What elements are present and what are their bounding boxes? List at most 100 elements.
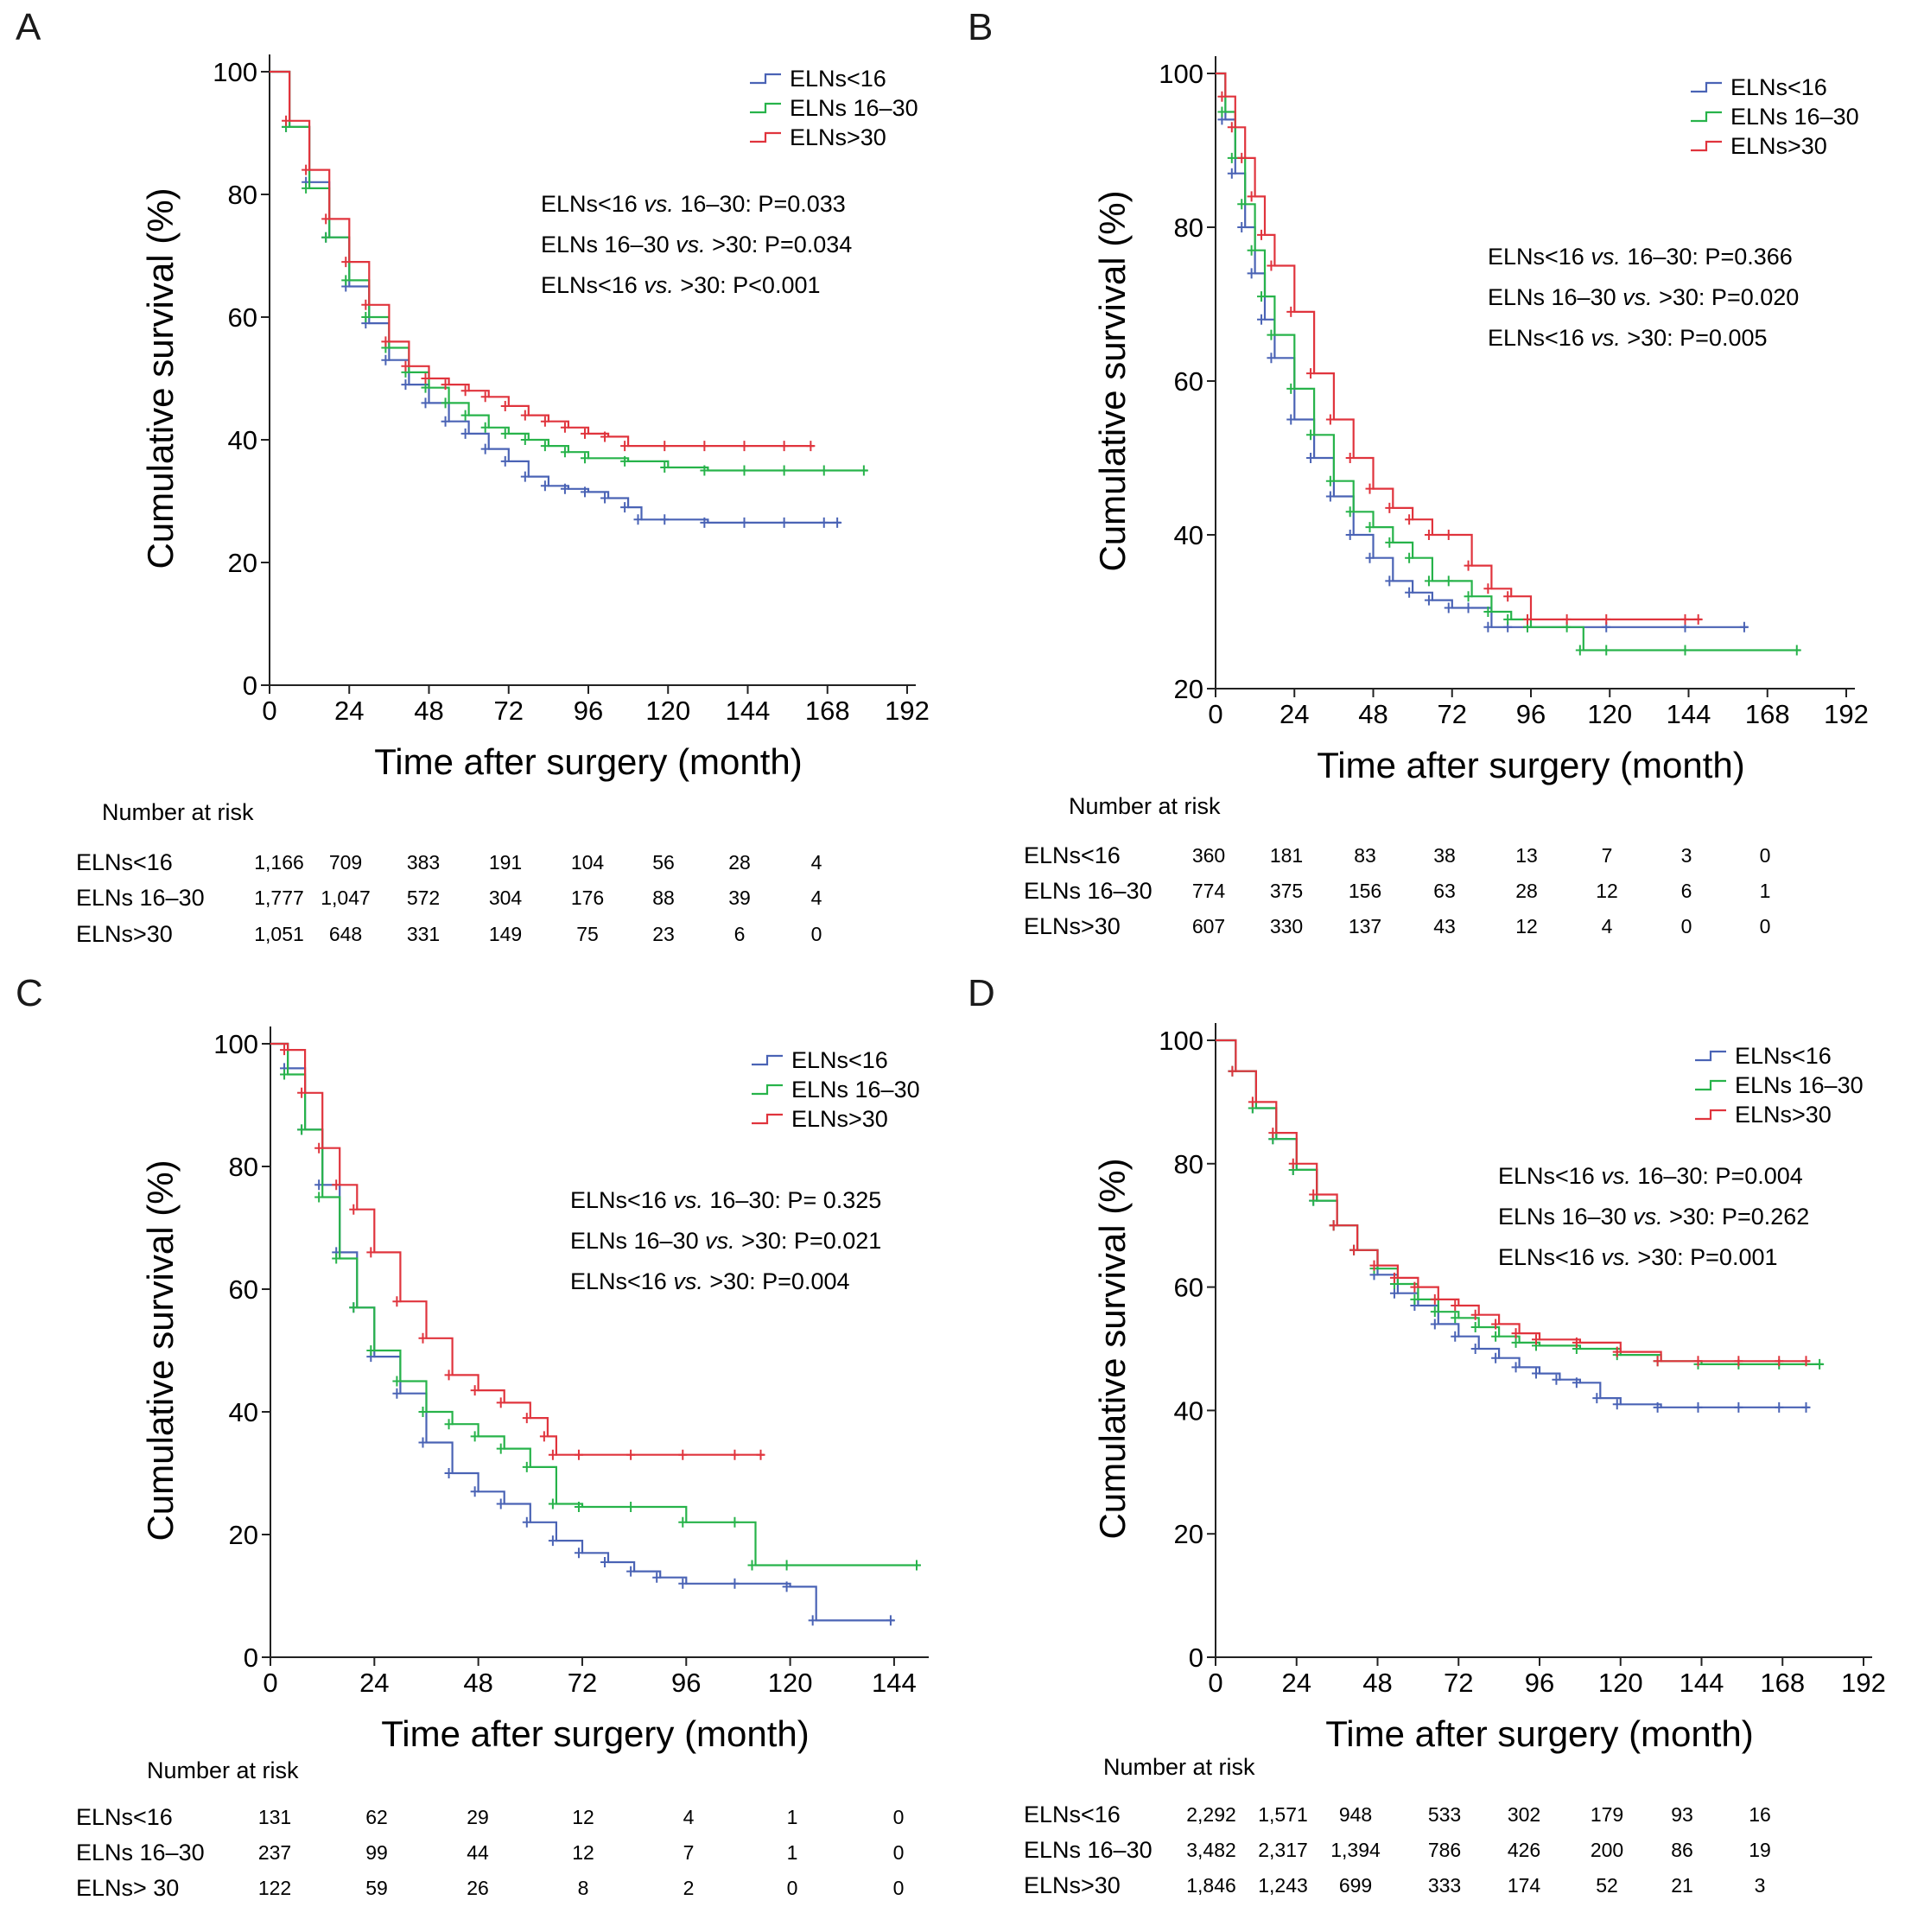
censor-mark — [626, 1566, 636, 1577]
panel-c: C 0 20 40 60 80 100 0 24 48 72 96 120 144 Cumulative s… — [0, 966, 952, 1932]
y-tick-label: 80 — [1174, 213, 1203, 243]
p-value-vs: vs. — [673, 1268, 703, 1294]
censor-mark — [444, 1468, 454, 1478]
censor-mark — [581, 486, 589, 498]
censor-mark — [1523, 613, 1532, 625]
censor-mark — [730, 1449, 740, 1460]
censor-mark — [341, 275, 351, 286]
risk-row-label: ELNs> 30 — [76, 1875, 179, 1901]
risk-cell: 774 — [1192, 880, 1226, 902]
panel-b: B 20 40 60 80 100 0 24 48 72 96 120 144 168 192 Cumulat… — [952, 0, 1904, 966]
p-value-vs: vs. — [673, 1187, 703, 1213]
risk-cell: 2,317 — [1258, 1839, 1308, 1861]
x-tick-label: 96 — [671, 1668, 701, 1698]
censor-mark — [1464, 591, 1473, 602]
p-value-part: >30: P=0.001 — [1631, 1244, 1778, 1270]
survival-curve-red — [1216, 72, 1702, 620]
censor-mark — [1491, 1352, 1501, 1363]
x-tick-label: 0 — [262, 696, 276, 726]
censor-mark — [540, 441, 549, 452]
x-tick-label: 72 — [1438, 699, 1467, 729]
risk-cell: 237 — [258, 1841, 291, 1864]
x-tick-label: 72 — [568, 1668, 597, 1698]
censor-mark — [1483, 621, 1493, 632]
censor-mark — [500, 455, 510, 467]
censor-mark — [548, 1449, 557, 1460]
y-axis-title: Cumulative survival (%) — [140, 1160, 181, 1541]
censor-mark — [1775, 1356, 1784, 1367]
p-value-part: >30: P<0.001 — [674, 272, 821, 298]
censor-mark — [1410, 1293, 1419, 1305]
legend-label: ELNs>30 — [1735, 1102, 1832, 1128]
risk-cell: 63 — [1433, 880, 1456, 902]
y-tick-label: 60 — [229, 1274, 258, 1305]
y-tick-label: 100 — [1159, 1026, 1203, 1056]
legend-swatch-blue — [750, 73, 781, 85]
risk-cell: 0 — [1760, 844, 1771, 867]
censor-mark — [1815, 1358, 1825, 1370]
risk-cell: 62 — [365, 1806, 388, 1828]
censor-mark — [522, 1461, 531, 1472]
censor-mark — [500, 400, 510, 411]
risk-table-title: Number at risk — [1103, 1754, 1255, 1780]
y-tick-label: 100 — [213, 1029, 258, 1059]
risk-cell: 302 — [1508, 1803, 1540, 1826]
censor-mark — [332, 1179, 341, 1191]
risk-cell: 1,394 — [1330, 1839, 1381, 1861]
y-tick-label: 80 — [228, 180, 257, 210]
y-tick-label: 20 — [228, 548, 257, 578]
risk-cell: 0 — [893, 1841, 905, 1864]
legend-swatch-green — [750, 102, 781, 114]
censor-mark — [574, 1449, 583, 1460]
censor-mark — [392, 1388, 402, 1399]
risk-cell: 699 — [1339, 1874, 1372, 1897]
censor-mark — [1464, 560, 1473, 571]
y-axis-title: Cumulative survival (%) — [1092, 190, 1133, 571]
censor-mark — [600, 431, 610, 442]
risk-cell: 533 — [1428, 1803, 1461, 1826]
censor-mark — [520, 471, 530, 482]
censor-mark — [280, 1045, 289, 1056]
x-tick-label: 0 — [263, 1668, 277, 1698]
risk-cell: 179 — [1591, 1803, 1623, 1826]
p-value-vs: vs. — [1601, 1163, 1631, 1189]
censor-mark — [1612, 1346, 1622, 1357]
p-value-text: ELNs 16–30 vs. >30: P=0.034 — [541, 232, 852, 257]
risk-row-label: ELNs 16–30 — [1024, 878, 1153, 904]
censor-mark — [633, 514, 643, 525]
censor-mark — [1345, 506, 1355, 518]
censor-mark — [321, 232, 331, 243]
p-value-part: ELNs 16–30 — [1498, 1204, 1633, 1230]
risk-cell: 1,047 — [321, 887, 371, 909]
censor-mark — [779, 441, 789, 452]
p-value-text: ELNs<16 vs. 16–30: P=0.004 — [1498, 1163, 1803, 1189]
p-value-part: >30: P=0.034 — [706, 232, 853, 257]
censor-mark — [1247, 268, 1256, 279]
y-tick-label: 80 — [229, 1152, 258, 1182]
censor-mark — [808, 1615, 817, 1626]
risk-cell: 75 — [576, 923, 599, 945]
p-value-part: ELNs 16–30 — [1488, 284, 1622, 310]
censor-mark — [480, 391, 490, 403]
risk-cell: 43 — [1433, 915, 1456, 937]
p-value-text: ELNs 16–30 vs. >30: P=0.021 — [570, 1228, 881, 1254]
censor-mark — [366, 1345, 376, 1356]
censor-mark — [1602, 645, 1611, 656]
p-value-part: ELNs<16 — [541, 191, 644, 217]
legend-swatch-blue — [1695, 1050, 1726, 1062]
y-tick-label: 0 — [243, 670, 257, 701]
censor-mark — [297, 1124, 307, 1135]
censor-mark — [1511, 1337, 1521, 1348]
panel-d: D 0 20 40 60 80 100 0 24 48 72 96 120 144 168 192 Cumula… — [952, 966, 1904, 1932]
panel-label: A — [16, 6, 41, 48]
x-tick-label: 144 — [1680, 1668, 1724, 1698]
censor-mark — [302, 182, 311, 194]
x-tick-label: 168 — [1745, 699, 1790, 729]
survival-curve-red — [270, 1042, 765, 1456]
km-plot: D 0 20 40 60 80 100 0 24 48 72 96 120 144 168 192 Cumula… — [968, 972, 1886, 1898]
censor-mark — [700, 517, 709, 528]
censor-mark — [600, 493, 610, 504]
risk-cell: 176 — [571, 887, 604, 909]
censor-mark — [819, 517, 829, 528]
